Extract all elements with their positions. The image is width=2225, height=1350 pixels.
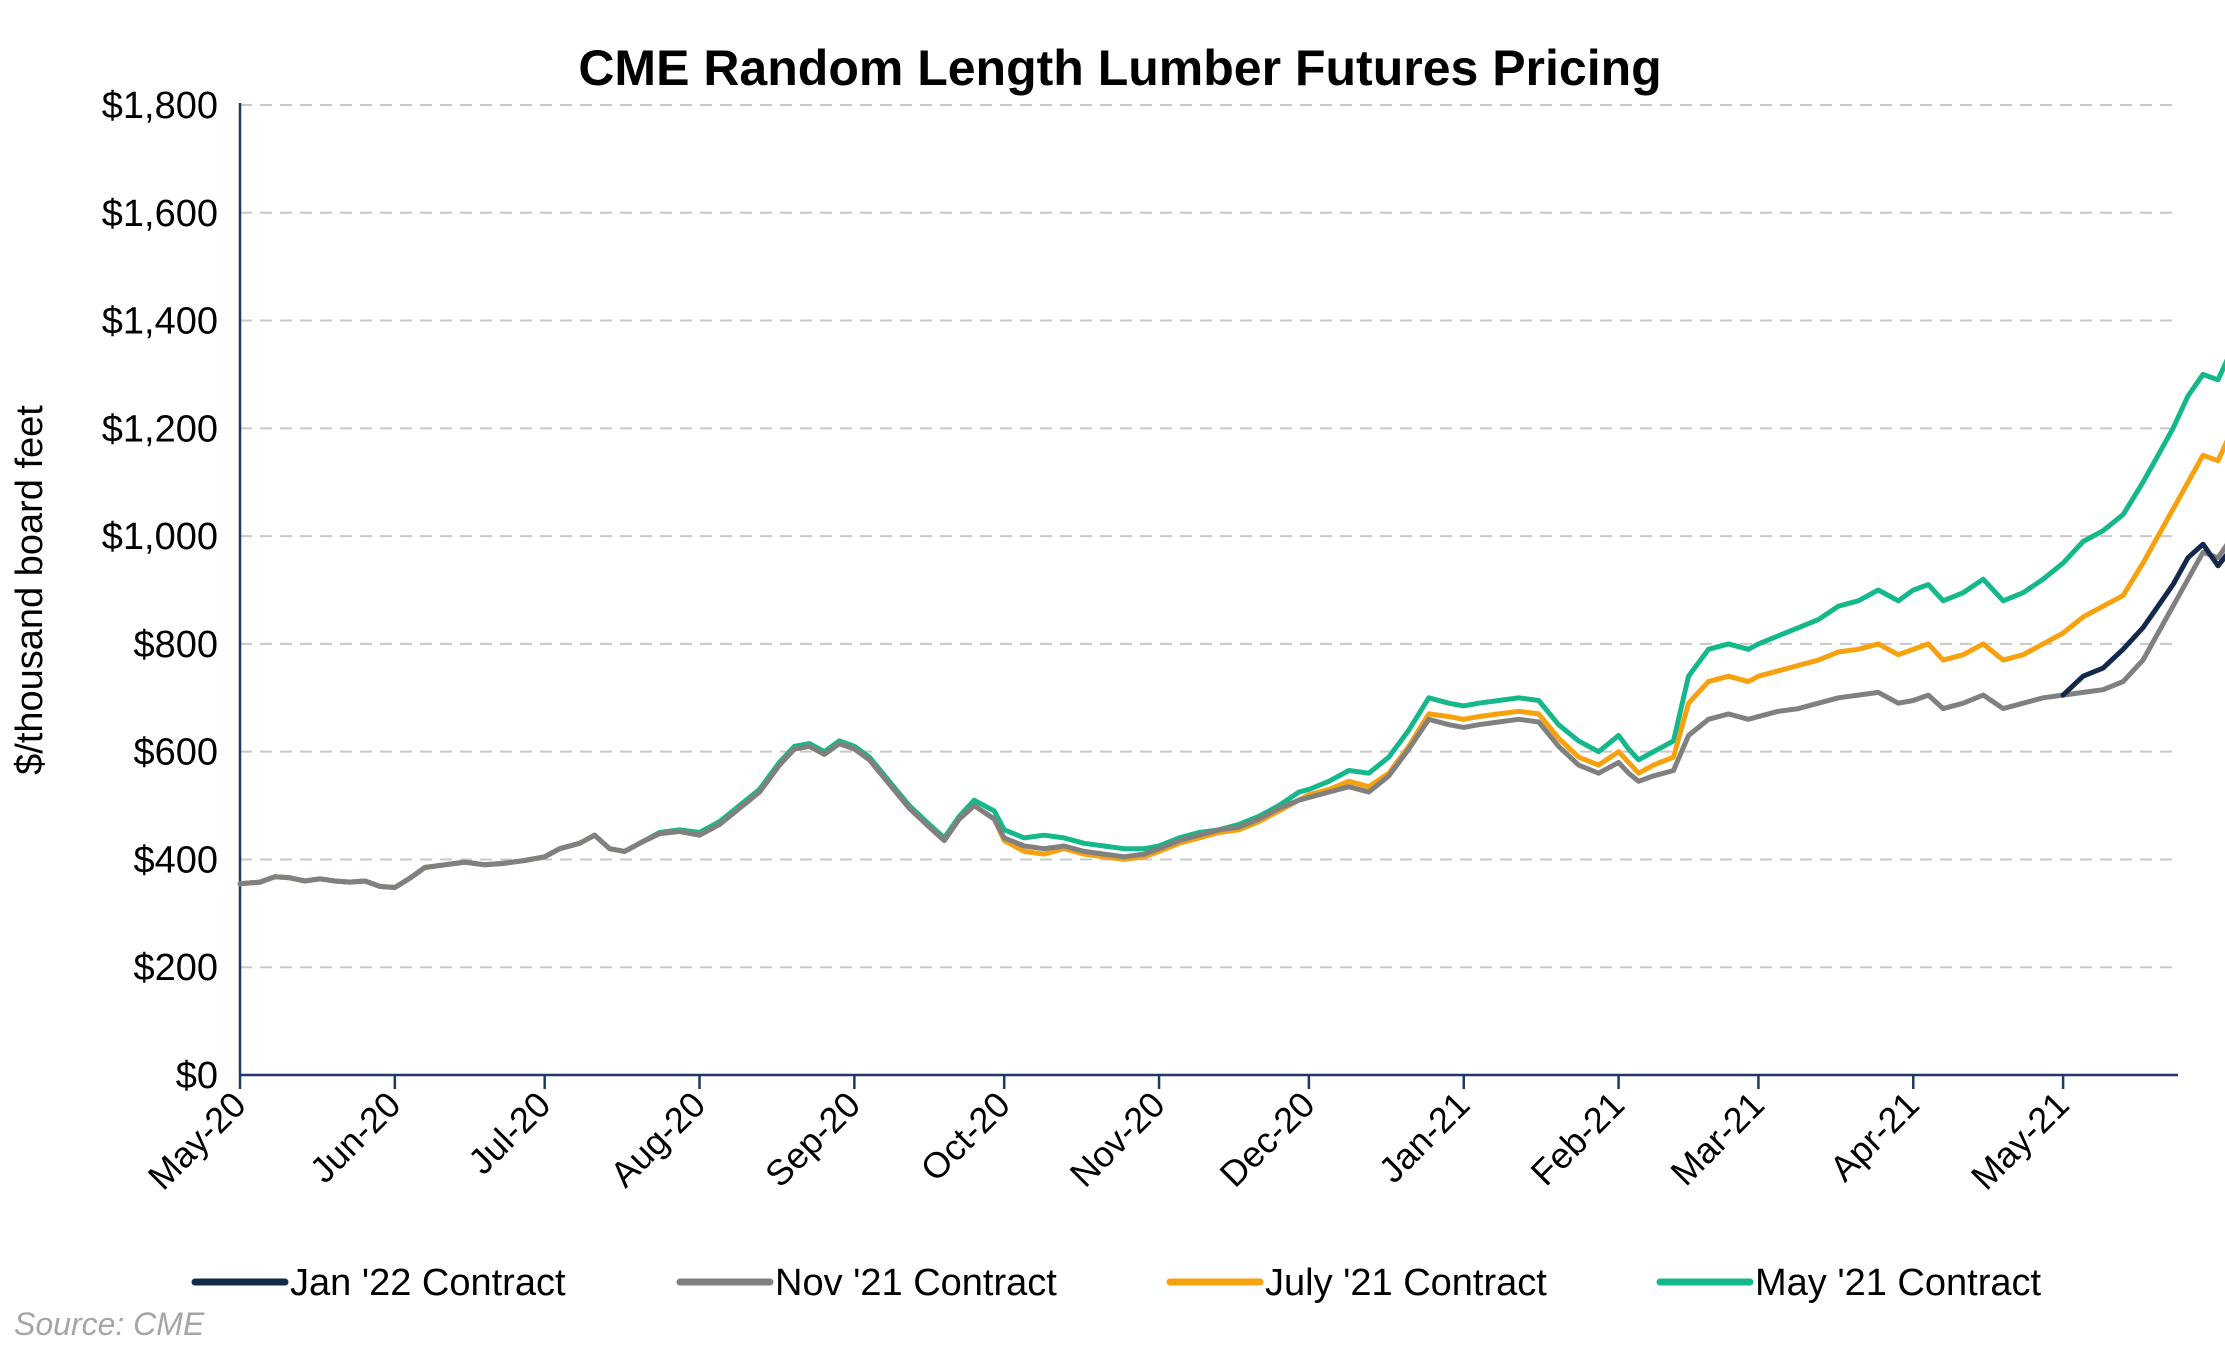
- x-tick-label: Feb-21: [1523, 1084, 1633, 1194]
- chart-title: CME Random Length Lumber Futures Pricing: [578, 40, 1661, 96]
- y-tick-label: $400: [133, 839, 218, 881]
- x-tick-label: Nov-20: [1062, 1084, 1173, 1195]
- series-line: [2060, 541, 2225, 698]
- series-line: [237, 543, 2225, 890]
- x-axis-ticks: May-20 Jun-20 Jul-20 Aug-20 Sep-20 Oct-20 Nov-…: [140, 1075, 2077, 1198]
- axes: [238, 103, 2178, 1077]
- series-lines: [237, 358, 2225, 890]
- series-line: [237, 358, 2225, 890]
- x-tick-label: Apr-21: [1822, 1084, 1927, 1189]
- y-tick-label: $1,400: [102, 301, 218, 343]
- y-tick-label: $0: [176, 1055, 218, 1097]
- x-tick-label: May-20: [140, 1084, 254, 1198]
- y-tick-label: $800: [133, 624, 218, 666]
- y-tick-label: $1,200: [102, 408, 218, 450]
- x-tick-label: Sep-20: [757, 1084, 868, 1195]
- grid-lines: [240, 104, 2178, 969]
- y-tick-label: $200: [133, 947, 218, 989]
- legend-label: July '21 Contract: [1265, 1262, 1547, 1304]
- legend-label: May '21 Contract: [1755, 1262, 2041, 1304]
- x-tick-label: May-21: [1963, 1084, 2077, 1198]
- y-axis-ticks: $0 $200 $400 $600 $800 $1,000 $1,200 $1,400 $1,6…: [102, 85, 218, 1097]
- series-line: [237, 439, 2225, 890]
- y-axis-label: $/thousand board feet: [9, 405, 51, 775]
- x-tick-label: Jan-21: [1371, 1084, 1478, 1191]
- y-tick-label: $1,800: [102, 85, 218, 127]
- legend: Jan '22 Contract Nov '21 Contract July '21…: [191, 1262, 2041, 1304]
- y-tick-label: $1,600: [102, 193, 218, 235]
- x-tick-label: Jun-20: [302, 1084, 409, 1191]
- legend-label: Jan '22 Contract: [290, 1262, 566, 1304]
- x-tick-label: Dec-20: [1211, 1084, 1322, 1195]
- y-tick-label: $1,000: [102, 516, 218, 558]
- x-tick-label: Aug-20: [602, 1084, 713, 1195]
- x-tick-label: Oct-20: [912, 1084, 1017, 1189]
- legend-label: Nov '21 Contract: [775, 1262, 1057, 1304]
- y-tick-label: $600: [133, 732, 218, 774]
- x-tick-label: Mar-21: [1662, 1084, 1772, 1194]
- source-note: Source: CME: [14, 1306, 205, 1342]
- x-tick-label: Jul-20: [460, 1084, 558, 1182]
